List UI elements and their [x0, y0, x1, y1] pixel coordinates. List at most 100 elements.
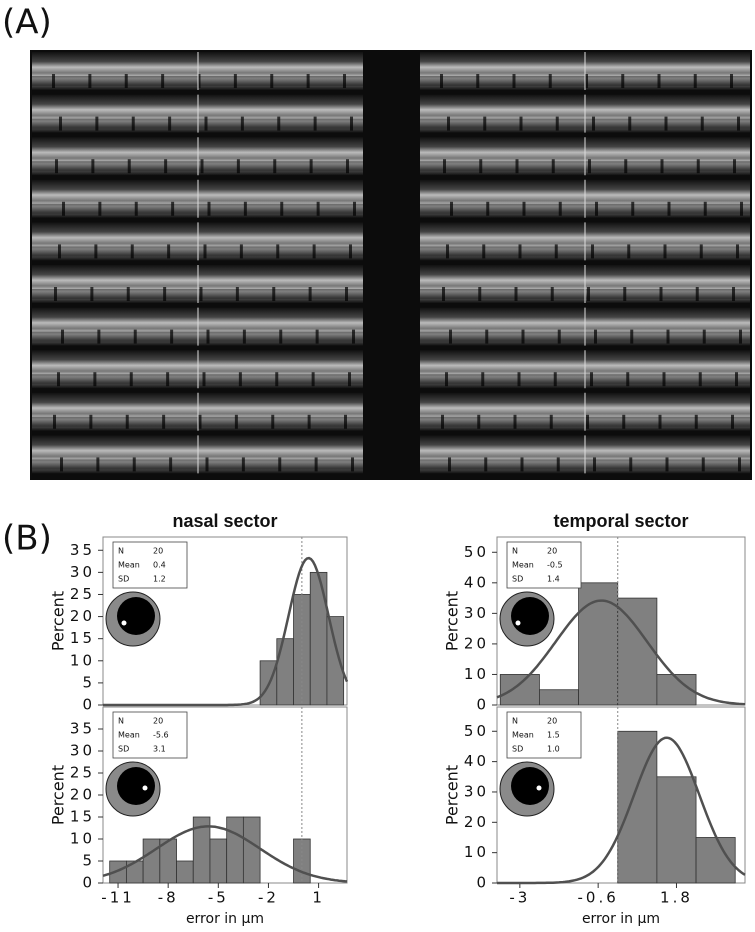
- eye-pupil: [511, 767, 549, 805]
- y-tick-label: 35: [70, 720, 95, 738]
- oct-vessel: [586, 414, 589, 429]
- oct-vessel: [164, 159, 168, 174]
- stat-value: 20: [153, 547, 163, 556]
- oct-vessel: [446, 244, 449, 259]
- y-tick-label: 10: [70, 830, 95, 848]
- oct-vessel: [198, 414, 202, 429]
- oct-vessel: [344, 414, 347, 429]
- stat-value: 20: [153, 717, 163, 726]
- oct-vessel: [514, 287, 518, 301]
- oct-vessel: [521, 329, 525, 344]
- oct-vessel: [52, 74, 55, 88]
- oct-vessel: [134, 201, 138, 216]
- oct-vessel: [518, 244, 522, 259]
- oct-vessel: [61, 329, 64, 344]
- oct-vessel: [55, 159, 58, 174]
- oct-vessel: [241, 457, 245, 472]
- oct-vessel: [98, 201, 102, 216]
- oct-vessel: [594, 329, 597, 344]
- oct-vessel: [204, 116, 208, 131]
- oct-vessel: [343, 74, 346, 88]
- y-tick-label: 25: [70, 764, 95, 782]
- y-tick-label: 50: [464, 543, 489, 561]
- oct-vessel: [441, 414, 444, 429]
- oct-vessel: [313, 116, 317, 131]
- oct-vessel: [735, 372, 738, 387]
- oct-vessel: [731, 414, 734, 429]
- x-tick-label: -2: [258, 889, 279, 907]
- oct-vessel: [277, 116, 281, 131]
- oct-vessel: [659, 287, 663, 301]
- oct-vessel: [522, 201, 526, 216]
- oct-vessel: [595, 201, 598, 216]
- oct-vessel: [350, 116, 353, 131]
- y-axis-label: Percent: [443, 591, 462, 651]
- oct-vessel: [127, 159, 131, 174]
- oct-vessel: [57, 372, 60, 387]
- oct-vessel: [666, 329, 670, 344]
- stat-label: SD: [118, 575, 129, 584]
- oct-vessel: [205, 457, 209, 472]
- oct-vessel: [233, 74, 237, 88]
- oct-vessel: [667, 201, 671, 216]
- oct-vessel: [513, 414, 517, 429]
- y-tick-label: 5: [82, 852, 95, 870]
- oct-vessel: [592, 116, 595, 131]
- oct-vessel: [167, 244, 171, 259]
- oct-vessel: [95, 116, 99, 131]
- oct-vessel: [163, 287, 167, 301]
- oct-vessel: [588, 159, 591, 174]
- stat-label: Mean: [118, 561, 140, 570]
- oct-vessel: [730, 74, 733, 88]
- oct-vessel: [553, 372, 557, 387]
- oct-vessel: [512, 74, 516, 88]
- oct-vessel: [478, 287, 482, 301]
- oct-vessel: [693, 74, 697, 88]
- oct-vessel: [130, 244, 134, 259]
- stat-value: 0.4: [153, 561, 166, 570]
- y-tick-label: 20: [464, 813, 489, 831]
- x-tick-label: -3: [509, 889, 530, 907]
- y-tick-label: 10: [464, 665, 489, 683]
- stat-value: 3.1: [153, 745, 166, 754]
- oct-vessel: [133, 329, 137, 344]
- oct-vessel: [314, 457, 318, 472]
- oct-vessel: [279, 329, 283, 344]
- oct-vessel: [275, 372, 279, 387]
- histogram-bar: [656, 776, 697, 884]
- oct-vessel: [239, 244, 243, 259]
- histogram-bar: [499, 674, 540, 706]
- y-tick-label: 20: [70, 607, 95, 625]
- stat-label: Mean: [512, 561, 534, 570]
- oct-vessel: [591, 244, 594, 259]
- oct-vessel: [170, 329, 174, 344]
- eye-spot: [142, 785, 148, 791]
- oct-vessel: [280, 201, 284, 216]
- y-tick-label: 10: [70, 651, 95, 669]
- oct-vessel: [694, 414, 698, 429]
- stat-label: SD: [118, 745, 129, 754]
- panel-label: (B): [2, 519, 52, 559]
- oct-vessel: [484, 457, 488, 472]
- oct-vessel: [168, 116, 172, 131]
- oct-vessel: [348, 372, 351, 387]
- oct-vessel: [548, 74, 552, 88]
- x-tick-label: 1: [312, 889, 325, 907]
- x-tick-label: -11: [101, 889, 135, 907]
- y-tick-label: 5: [82, 673, 95, 691]
- oct-vessel: [162, 414, 166, 429]
- oct-vessel: [701, 457, 705, 472]
- oct-vessel: [234, 414, 238, 429]
- oct-vessel: [737, 116, 740, 131]
- oct-vessel: [353, 201, 356, 216]
- oct-vessel: [738, 457, 741, 472]
- stat-value: 1.2: [153, 575, 166, 584]
- y-axis-label: Percent: [49, 765, 68, 825]
- oct-vessel: [556, 457, 560, 472]
- histogram-bar: [242, 816, 261, 884]
- oct-vessel: [443, 159, 446, 174]
- y-tick-label: 0: [476, 874, 489, 892]
- stat-label: Mean: [118, 731, 140, 740]
- stats-box: [506, 541, 582, 589]
